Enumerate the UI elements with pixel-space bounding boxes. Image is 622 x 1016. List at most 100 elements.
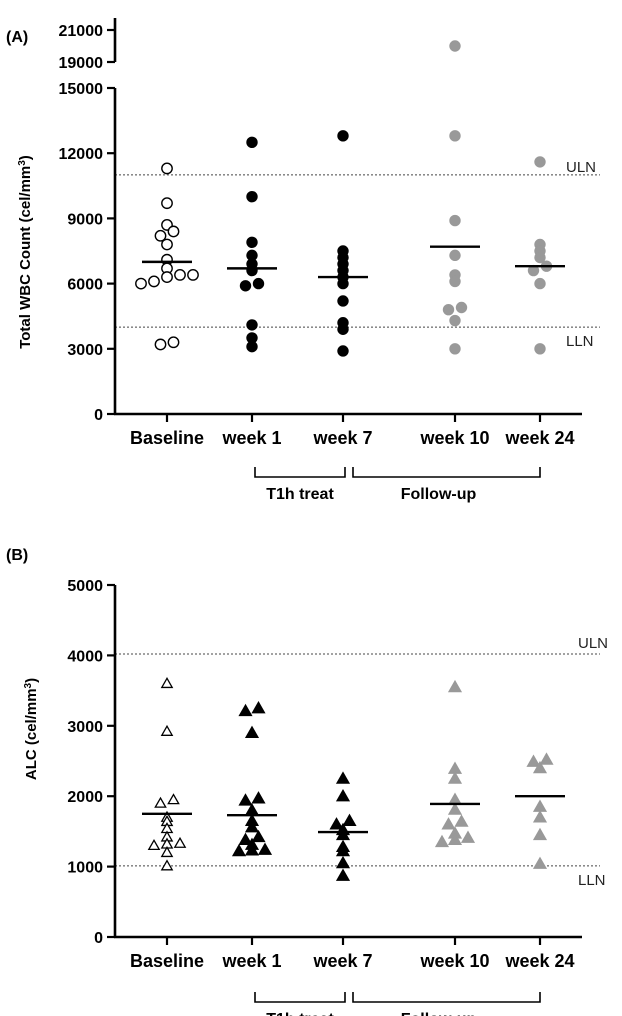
- data-point: [160, 677, 174, 689]
- data-point: [238, 703, 253, 717]
- data-point: [161, 197, 173, 210]
- data-point: [449, 275, 461, 288]
- data-point: [167, 793, 180, 805]
- data-point: [252, 277, 265, 290]
- data-point: [447, 832, 463, 845]
- data-point: [449, 130, 461, 142]
- bracket-label: Follow-up: [401, 1011, 477, 1016]
- bracket-label: T1h treat: [266, 486, 334, 503]
- data-point: [148, 275, 160, 288]
- series-week-7: [318, 130, 368, 357]
- data-point: [534, 277, 546, 290]
- data-point: [441, 817, 456, 830]
- data-point: [246, 190, 258, 203]
- series-baseline: [135, 162, 199, 351]
- y-axis-label: ALC (cel/mm3): [23, 678, 41, 780]
- bracket-label: T1h treat: [266, 1011, 334, 1016]
- data-point: [251, 791, 266, 804]
- series-week-1: [227, 136, 277, 353]
- y-tick-label: 0: [94, 407, 103, 424]
- data-point: [244, 819, 260, 833]
- data-point: [434, 834, 450, 848]
- data-point: [161, 162, 173, 175]
- series-week-7: [318, 771, 368, 881]
- data-point: [244, 725, 260, 738]
- data-point: [154, 796, 167, 808]
- data-point: [335, 788, 351, 802]
- panel-b-alc: (B) ALC (cel/mm3) ULN LLN 0 1000 2000 3000 4000 5…: [6, 547, 608, 1016]
- y-tick-label: 3000: [67, 342, 103, 359]
- data-point: [449, 40, 461, 52]
- panel-a-wbc-count: (A) Total WBC Count (cel/mm3) ULN LLN 0 3000 6…: [6, 18, 600, 503]
- x-tick-label: week 1: [221, 951, 281, 971]
- data-point: [534, 343, 546, 355]
- data-point: [337, 323, 349, 335]
- reference-label-lln: LLN: [578, 872, 606, 889]
- data-point: [449, 214, 461, 227]
- data-point: [335, 843, 351, 857]
- y-tick-label: 9000: [67, 211, 103, 228]
- y-tick-label: 1000: [67, 860, 103, 877]
- data-point: [449, 314, 461, 327]
- data-point: [337, 130, 349, 142]
- data-point: [335, 771, 351, 784]
- bracket-t1h-treat: [254, 992, 346, 1003]
- data-point: [337, 345, 349, 357]
- data-point: [246, 136, 258, 149]
- data-point: [335, 827, 351, 841]
- bracket-follow-up: [352, 467, 541, 478]
- data-point: [534, 251, 546, 264]
- x-tick-label: week 7: [312, 951, 372, 971]
- reference-label-uln: ULN: [566, 159, 596, 176]
- data-point: [447, 771, 463, 784]
- x-tick-label: week 1: [221, 428, 281, 448]
- data-point: [532, 799, 548, 812]
- panel-label: (A): [6, 29, 28, 46]
- data-point: [167, 225, 180, 238]
- x-tick-label: week 10: [419, 951, 489, 971]
- data-point: [335, 868, 351, 881]
- data-point: [539, 752, 554, 765]
- y-tick-label: 0: [94, 930, 103, 947]
- series-baseline: [142, 677, 192, 871]
- data-point: [454, 814, 469, 827]
- x-tick-label: week 24: [504, 428, 574, 448]
- data-point: [160, 859, 174, 871]
- x-tick-label: week 10: [419, 428, 489, 448]
- data-point: [449, 343, 461, 355]
- data-point: [532, 810, 548, 823]
- y-tick-label: 2000: [67, 789, 103, 806]
- reference-label-lln: LLN: [566, 333, 594, 350]
- series-week-24: [515, 156, 565, 355]
- data-point: [154, 229, 167, 242]
- x-tick-label: week 24: [504, 951, 574, 971]
- bracket-label: Follow-up: [401, 486, 477, 503]
- y-tick-label: 21000: [59, 23, 104, 40]
- series-week-10: [430, 679, 480, 848]
- data-point: [526, 754, 541, 767]
- data-point: [455, 301, 468, 314]
- data-point: [251, 700, 266, 714]
- panel-label: (B): [6, 547, 28, 564]
- y-tick-label: 5000: [67, 578, 103, 595]
- data-point: [174, 269, 186, 281]
- data-point: [161, 238, 173, 251]
- data-point: [238, 793, 253, 806]
- data-point: [187, 269, 199, 281]
- series-week-24: [515, 752, 565, 869]
- data-point: [532, 827, 548, 841]
- data-point: [147, 838, 161, 851]
- data-point: [160, 846, 174, 858]
- data-point: [135, 277, 147, 290]
- bracket-t1h-treat: [254, 467, 346, 478]
- data-point: [532, 856, 548, 869]
- x-tick-label: week 7: [312, 428, 372, 448]
- series-week-10: [430, 40, 480, 355]
- data-point: [329, 817, 344, 830]
- data-point: [246, 236, 258, 249]
- data-point: [161, 271, 173, 283]
- data-point: [246, 340, 258, 353]
- data-point: [154, 338, 167, 351]
- data-point: [231, 843, 247, 857]
